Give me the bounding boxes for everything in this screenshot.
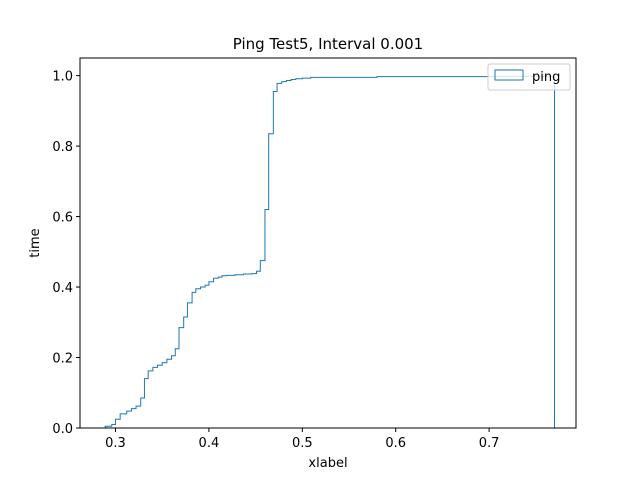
y-tick-label: 0.8 <box>52 140 73 155</box>
x-tick-label: 0.6 <box>385 436 406 451</box>
y-tick-label: 0.4 <box>52 281 73 296</box>
y-tick-label: 0.6 <box>52 211 73 226</box>
y-axis-label: time <box>28 228 43 257</box>
y-tick-label: 0.0 <box>52 422 73 437</box>
y-tick-label: 1.0 <box>52 70 73 85</box>
y-axis: 0.0 0.2 0.4 0.6 0.8 1.0 <box>52 70 80 437</box>
x-axis-label: xlabel <box>308 456 347 471</box>
series-layer <box>100 75 556 429</box>
series-ping-step-line <box>100 75 556 429</box>
x-tick-label: 0.7 <box>479 436 500 451</box>
legend: ping <box>487 63 571 91</box>
legend-label-ping: ping <box>532 70 560 85</box>
x-axis: 0.3 0.4 0.5 0.6 0.7 <box>105 428 499 451</box>
legend-swatch <box>494 69 524 81</box>
x-tick-label: 0.4 <box>199 436 220 451</box>
x-tick-label: 0.3 <box>105 436 126 451</box>
y-tick-label: 0.2 <box>52 352 73 367</box>
axes-frame <box>79 57 577 429</box>
x-tick-label: 0.5 <box>292 436 313 451</box>
chart-title: Ping Test5, Interval 0.001 <box>233 35 423 53</box>
plot-area <box>79 57 577 429</box>
